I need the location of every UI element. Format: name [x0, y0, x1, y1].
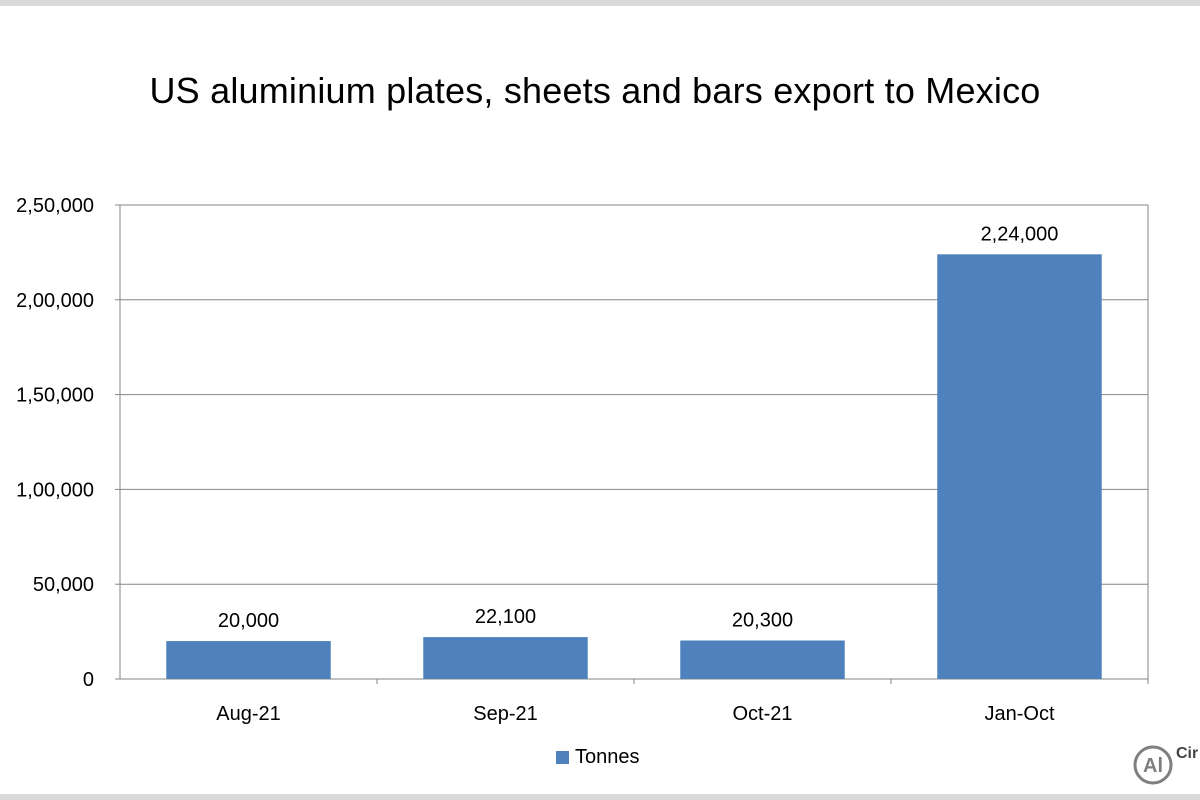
- legend-label: Tonnes: [575, 746, 640, 768]
- logo-text: Cir: [1176, 745, 1198, 762]
- x-tick-label: Jan-Oct: [984, 703, 1054, 725]
- legend: Tonnes: [556, 746, 640, 769]
- y-tick-label: 2,50,000: [16, 195, 94, 217]
- bar: [680, 640, 845, 679]
- logo-mark: Al: [1143, 755, 1163, 777]
- y-tick-label: 1,50,000: [16, 385, 94, 407]
- data-label: 2,24,000: [981, 223, 1059, 245]
- chart-title: US aluminium plates, sheets and bars exp…: [149, 70, 1041, 111]
- bar: [937, 254, 1102, 679]
- x-tick-label: Aug-21: [216, 703, 281, 725]
- bar: [423, 637, 588, 679]
- x-tick-label: Sep-21: [473, 703, 538, 725]
- y-tick-label: 2,00,000: [16, 290, 94, 312]
- y-tick-label: 0: [83, 669, 94, 691]
- bar: [166, 641, 331, 679]
- data-label: 20,000: [218, 610, 279, 632]
- y-tick-label: 50,000: [33, 574, 94, 596]
- data-label: 20,300: [732, 610, 793, 632]
- x-tick-label: Oct-21: [732, 703, 792, 725]
- legend-swatch: [556, 751, 569, 764]
- y-tick-label: 1,00,000: [16, 479, 94, 501]
- logo-ring: [1133, 745, 1173, 785]
- data-label: 22,100: [475, 606, 536, 628]
- brand-logo: Al Cir: [1132, 741, 1200, 787]
